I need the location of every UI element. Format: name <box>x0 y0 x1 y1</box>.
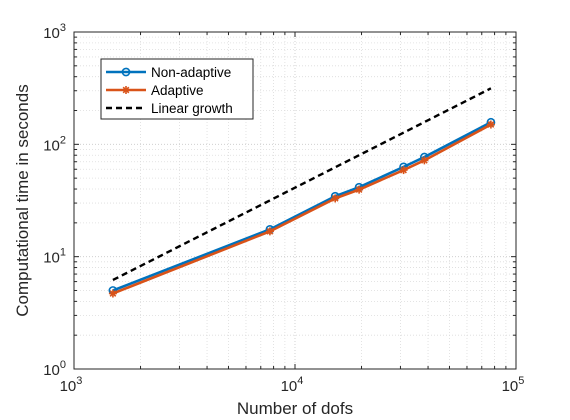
axis-ticks <box>73 31 517 370</box>
data-point-adaptive <box>355 185 364 194</box>
series-adaptive <box>108 120 495 298</box>
x-tick-label: 104 <box>281 375 304 395</box>
y-tick-label: 102 <box>43 134 66 154</box>
data-point-adaptive <box>486 120 495 129</box>
x-tick-label: 105 <box>502 375 525 395</box>
series-layer <box>108 87 496 298</box>
y-tick-label: 101 <box>43 247 66 267</box>
y-tick-label: 100 <box>43 359 66 379</box>
data-point-adaptive <box>265 227 274 236</box>
data-point-adaptive <box>399 166 408 175</box>
legend-label-non-adaptive: Non-adaptive <box>151 65 231 80</box>
data-point-adaptive <box>108 289 117 298</box>
tick-labels: 103 104 105 100 101 102 103 <box>43 22 524 395</box>
legend-marker-non-adaptive <box>121 67 131 77</box>
y-axis-label: Computational time in seconds <box>13 84 32 316</box>
legend: Non-adaptive Adaptive Linear growth <box>100 58 254 120</box>
y-tick-label: 103 <box>43 22 66 42</box>
series-linear-growth <box>112 87 492 282</box>
series-line-linear-growth <box>112 87 492 282</box>
x-tick-label: 103 <box>60 375 83 395</box>
data-point-adaptive <box>420 156 429 165</box>
legend-label-linear-growth: Linear growth <box>151 101 233 116</box>
data-point-adaptive <box>331 194 340 203</box>
legend-marker-adaptive <box>122 86 130 94</box>
legend-label-adaptive: Adaptive <box>151 83 204 98</box>
x-axis-label: Number of dofs <box>237 399 353 418</box>
minor-grid <box>74 32 516 369</box>
